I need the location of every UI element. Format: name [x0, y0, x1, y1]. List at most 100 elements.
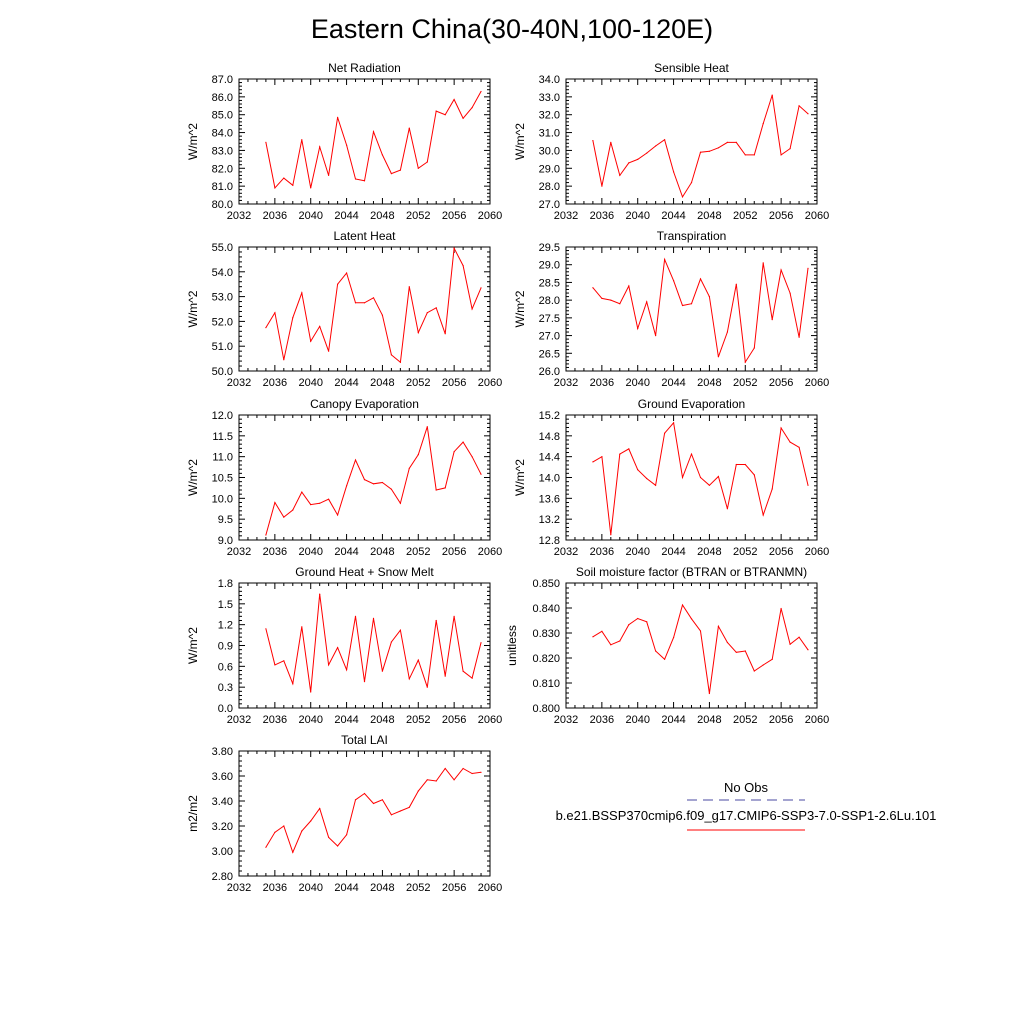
x-tick-label: 2056: [769, 714, 793, 726]
panels: Net Radiation 2032 2036 2040 2044 2048 2052 205…: [186, 61, 829, 894]
data-point: [319, 502, 321, 504]
y-tick-label: 12.8: [539, 535, 560, 547]
x-tick-label: 2040: [625, 714, 649, 726]
data-point: [462, 117, 464, 119]
y-tick-label: 0.3: [218, 682, 233, 694]
x-tick-label: 2048: [370, 546, 394, 558]
data-point: [753, 154, 755, 156]
data-point: [274, 187, 276, 189]
y-tick-label: 27.5: [539, 313, 560, 325]
data-point: [726, 331, 729, 333]
data-point: [354, 178, 357, 180]
data-point: [301, 292, 303, 294]
y-tick-label: 9.0: [218, 535, 233, 547]
data-point: [274, 501, 276, 504]
data-point: [444, 114, 446, 116]
y-tick-label: 30.0: [539, 145, 560, 157]
x-tick-label: 2048: [370, 210, 394, 222]
x-tick-label: 2044: [334, 714, 358, 726]
y-axis-label: W/m^2: [186, 459, 200, 496]
data-point: [798, 446, 800, 448]
y-tick-label: 86.0: [212, 92, 233, 104]
panel-sensible-heat: Sensible Heat 2032 2036 2040 2044 2048 2052 205…: [513, 61, 829, 222]
x-tick-label: 2048: [697, 210, 721, 222]
y-tick-label: 29.0: [539, 163, 560, 175]
data-point: [646, 152, 648, 154]
y-tick-label: 0.850: [532, 578, 560, 590]
x-tick-label: 2048: [370, 714, 394, 726]
panel-title: Latent Heat: [333, 229, 396, 243]
data-point: [762, 262, 764, 264]
x-tick-label: 2044: [661, 714, 685, 726]
data-point: [301, 830, 303, 832]
data-point: [408, 127, 410, 129]
plot-frame: [565, 246, 818, 372]
plot-frame: [238, 750, 491, 877]
data-point: [426, 312, 428, 314]
x-tick-label: 2032: [227, 210, 251, 222]
data-point: [444, 333, 446, 335]
data-point: [592, 140, 594, 142]
data-point: [592, 636, 594, 638]
panel-title: Ground Evaporation: [638, 397, 745, 411]
data-point: [735, 463, 737, 466]
data-point: [328, 350, 330, 352]
data-point: [673, 422, 675, 424]
x-tick-label: 2056: [442, 714, 466, 726]
data-point: [381, 481, 383, 484]
data-point: [807, 267, 809, 269]
data-point: [690, 618, 693, 620]
data-point: [681, 476, 684, 479]
data-point: [399, 169, 401, 171]
data-point: [664, 658, 666, 660]
data-point: [319, 325, 321, 327]
y-tick-label: 53.0: [212, 292, 233, 304]
y-tick-label: 1.5: [218, 599, 233, 611]
data-point: [346, 144, 348, 146]
data-point: [753, 670, 755, 672]
x-tick-label: 2036: [263, 714, 287, 726]
panel-title: Net Radiation: [328, 61, 401, 75]
data-point: [628, 624, 630, 626]
data-point: [798, 105, 800, 107]
x-tick-label: 2060: [478, 546, 502, 558]
data-point: [363, 479, 366, 481]
y-tick-label: 26.0: [539, 366, 560, 378]
data-point: [435, 489, 437, 491]
data-point: [283, 825, 285, 827]
y-tick-label: 3.20: [212, 821, 233, 833]
data-point: [690, 453, 693, 455]
data-point: [726, 508, 729, 510]
data-point: [283, 359, 285, 361]
data-point: [346, 272, 348, 274]
y-tick-label: 28.0: [539, 181, 560, 193]
data-point: [735, 283, 737, 285]
x-tick-label: 2052: [733, 546, 757, 558]
data-point: [328, 498, 330, 500]
data-point: [426, 426, 428, 428]
data-point: [265, 628, 267, 630]
x-tick-label: 2032: [554, 714, 578, 726]
data-point: [301, 491, 303, 493]
x-tick-label: 2044: [334, 210, 358, 222]
x-tick-label: 2052: [406, 377, 430, 389]
data-point: [690, 303, 693, 305]
panel-title: Soil moisture factor (BTRAN or BTRANMN): [576, 565, 807, 579]
data-point: [592, 461, 594, 463]
data-point: [619, 453, 621, 455]
x-tick-label: 2060: [478, 882, 502, 894]
data-point: [462, 441, 464, 443]
data-point: [417, 659, 419, 661]
x-tick-label: 2052: [733, 377, 757, 389]
data-point: [274, 312, 276, 314]
data-point: [390, 641, 392, 643]
x-tick-label: 2040: [298, 210, 322, 222]
y-tick-label: 0.9: [218, 641, 233, 653]
data-point: [592, 287, 594, 289]
y-tick-label: 3.80: [212, 746, 233, 758]
x-tick-label: 2032: [227, 714, 251, 726]
x-tick-label: 2032: [554, 546, 578, 558]
y-axis-label: W/m^2: [186, 627, 200, 664]
data-point: [390, 488, 392, 490]
series-line: [265, 246, 482, 364]
